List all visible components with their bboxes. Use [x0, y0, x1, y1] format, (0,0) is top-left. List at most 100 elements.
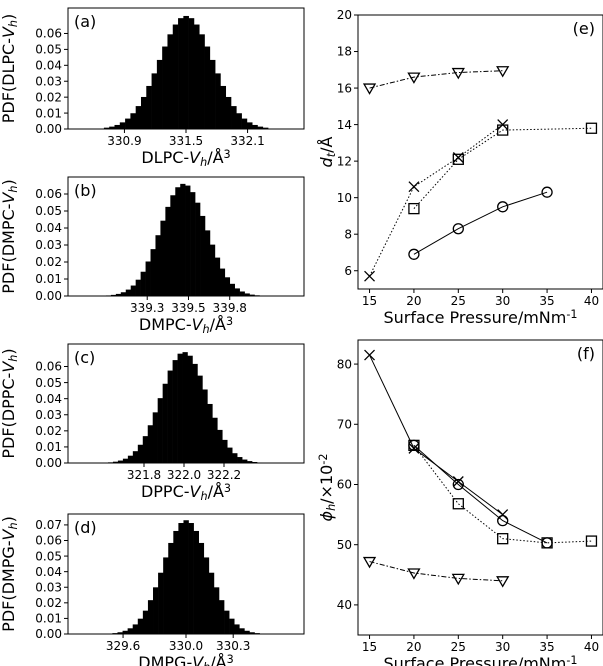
y-tick-label: 0.06 [35, 534, 62, 548]
panel-e: 15 20 25 30 35 40 6 8 10 12 14 16 18 20 (e) Surface Pre… [317, 8, 603, 327]
histogram-bar [257, 126, 264, 129]
histogram-bar [142, 610, 149, 634]
y-tick-label: 0.06 [35, 360, 62, 374]
y-tick-label: 0.04 [35, 392, 62, 406]
histogram-bar [187, 355, 193, 463]
histogram-bar [112, 633, 118, 634]
triangle-marker [496, 66, 510, 78]
series-square [408, 439, 598, 549]
triangle-marker [451, 573, 465, 586]
circle-marker [452, 478, 464, 491]
histogram-bar [212, 417, 218, 463]
histogram-bar [252, 461, 258, 463]
y-tick-label: 0.05 [35, 43, 62, 57]
x-tick-label: 30 [495, 640, 510, 654]
panel-label: (c) [74, 348, 95, 367]
square-marker [541, 537, 553, 549]
panel-c: 321.8 322.0 322.2 0.00 0.01 0.02 0.03 0.04 0.05 0… [0, 343, 305, 503]
series-circle [408, 439, 553, 549]
circle-marker [408, 248, 420, 260]
x-tick-label: 332.1 [230, 134, 264, 148]
y-tick-label: 0.04 [35, 221, 62, 235]
x-tick-label: 20 [406, 640, 421, 654]
histogram-bar [214, 257, 221, 296]
panel-b: 339.3 339.5 339.8 0.00 0.01 0.02 0.03 0.04 0.05 0… [0, 176, 305, 336]
histogram [105, 183, 260, 296]
histogram-bar [115, 293, 122, 296]
y-tick-label: 0.05 [35, 549, 62, 563]
histogram-bar [229, 618, 235, 634]
y-tick-label: 0.01 [35, 612, 62, 626]
histogram-bar [125, 118, 131, 129]
x-axis-label: DLPC-Vh/Å3 [141, 148, 230, 169]
histogram-bar [225, 96, 232, 129]
panel-label: (b) [74, 181, 97, 200]
histogram [107, 520, 265, 634]
y-tick-label: 18 [337, 45, 352, 59]
histogram-bar [140, 271, 146, 296]
histogram-bar [117, 460, 124, 463]
x-tick-label: 330.0 [169, 639, 203, 653]
series-circle [408, 186, 553, 260]
histogram-bar [160, 220, 166, 296]
x-tick-label: 40 [584, 640, 599, 654]
circle-marker [541, 186, 553, 198]
square-marker [452, 498, 464, 510]
x-marker [364, 349, 375, 361]
circle-marker [497, 201, 509, 213]
y-tick-label: 0.04 [35, 565, 62, 579]
histogram-bar [199, 34, 205, 129]
x-tick-label: 15 [362, 294, 377, 308]
y-tick-label: 8 [344, 227, 352, 241]
y-tick-label: 80 [337, 357, 352, 371]
histogram-bar [246, 122, 253, 129]
histogram-bar [167, 34, 174, 129]
histogram-bar [193, 24, 200, 129]
y-tick-label: 0.00 [35, 289, 62, 303]
histogram-bar [178, 18, 184, 129]
histogram-bar [132, 624, 139, 634]
x-tick-label: 35 [539, 294, 554, 308]
histogram-bar [119, 122, 126, 129]
y-tick-label: 60 [337, 478, 352, 492]
histogram-bar [135, 279, 141, 296]
histogram-bar [241, 118, 248, 129]
histogram-bar [125, 289, 132, 296]
square-marker [408, 202, 420, 215]
triangle-marker [362, 83, 377, 95]
x-tick-label: 330.3 [216, 639, 250, 653]
series-triangle-down [362, 66, 510, 95]
x-tick-label: 25 [451, 294, 466, 308]
histogram-bar [112, 461, 119, 463]
histogram-bar [231, 106, 237, 129]
histogram-bar [193, 530, 199, 634]
series-triangle-down [362, 556, 510, 588]
histogram-bar [182, 352, 188, 463]
y-tick-label: 0.02 [35, 424, 62, 438]
histogram-bar [207, 403, 213, 463]
histogram-bar [220, 85, 227, 129]
triangle-marker [362, 556, 377, 569]
square-marker [408, 439, 420, 452]
histogram-bar [165, 206, 171, 296]
y-tick-label: 0.01 [35, 272, 62, 286]
histogram-bar [232, 453, 238, 463]
circle-marker [452, 223, 464, 235]
histogram-bar [195, 202, 201, 296]
series-square [408, 122, 598, 215]
series-line [369, 70, 503, 89]
y-tick-label: 0.03 [35, 408, 62, 422]
series-line [413, 191, 548, 255]
y-tick-label: 0.01 [35, 106, 62, 120]
panel-label: (d) [74, 518, 97, 537]
histogram-bar [127, 628, 134, 634]
y-tick-label: 0.05 [35, 204, 62, 218]
square-marker [497, 124, 509, 136]
histogram-bar [183, 15, 189, 129]
histogram-bar [103, 127, 110, 129]
square-marker [585, 122, 598, 134]
histogram-bar [150, 249, 156, 296]
histogram-bar [239, 628, 245, 634]
y-tick-label: 70 [337, 417, 352, 431]
histogram-bar [140, 96, 147, 129]
